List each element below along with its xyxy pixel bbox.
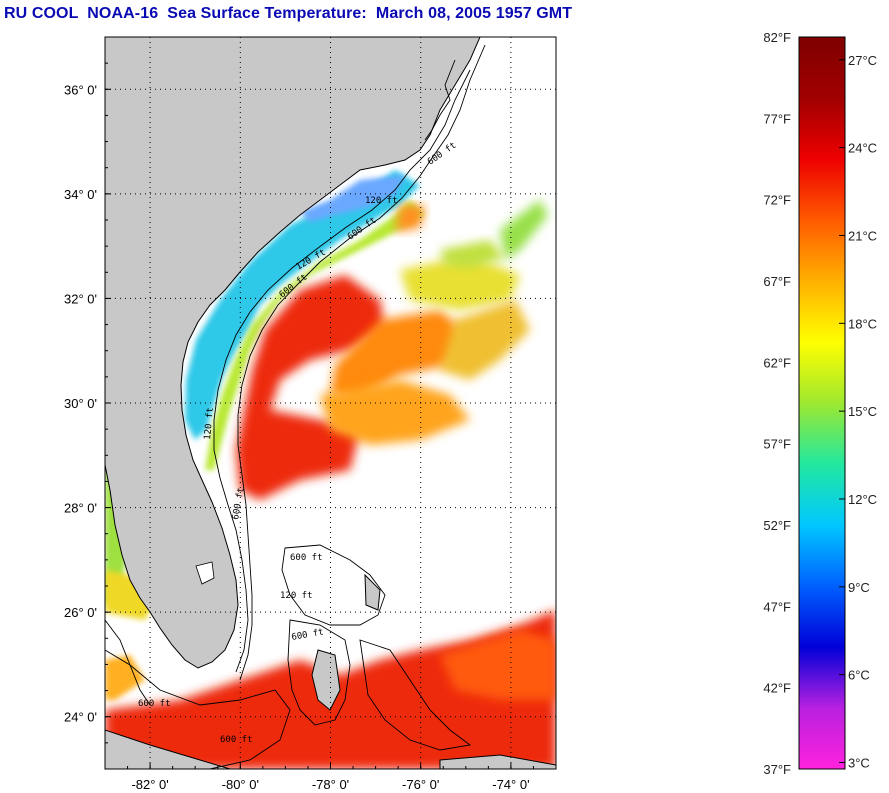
colorbar-f-label: 62°F [763,355,791,370]
contour-label: 120 ft [280,591,313,601]
colorbar-c-label: 24°C [848,141,877,156]
bahamas-andros [311,649,341,711]
lat-tick-label: 28° 0' [64,501,97,516]
colorbar-c-label: 27°C [848,53,877,68]
lat-tick-label: 34° 0' [64,187,97,202]
isobath-carolina-sounds [424,59,456,141]
lon-tick-label: -74° 0' [492,777,529,792]
colorbar-f-label: 42°F [763,681,791,696]
lon-tick-label: -76° 0' [402,777,439,792]
isobath-keys [105,649,291,769]
gulf-west-orange [105,655,145,700]
colorbar-c-label: 9°C [848,580,870,595]
isobath-120ft [213,69,471,673]
warm-patch-north [395,205,425,232]
colorbar-c-label: 18°C [848,316,877,331]
lon-tick-label: -78° 0' [312,777,349,792]
colorbar-c-label: 15°C [848,404,877,419]
colorbar-f-label: 67°F [763,274,791,289]
colorbar-f-label: 52°F [763,518,791,533]
lon-tick-label: -80° 0' [222,777,259,792]
south-orange-patch [440,630,556,700]
map-title: RU COOL NOAA-16 Sea Surface Temperature:… [4,5,573,22]
offshore-green-1 [500,200,548,260]
contour-label: 600 ft [290,553,323,563]
gulf-coast-land [105,729,231,769]
colorbar-celsius-labels: 27°C 24°C 21°C 18°C 15°C 12°C 9°C 6°C 3°C [839,53,877,770]
isobath-florida-shelf-west [105,619,151,706]
contour-label: 600 ft [220,735,253,745]
us-coastline-land [105,37,481,669]
colorbar-f-label: 47°F [763,599,791,614]
colorbar-c-label: 12°C [848,492,877,507]
isobath-bahamas-1 [281,544,386,626]
gulf-stream-orange-2 [320,380,470,445]
offshore-yellow-2 [440,300,530,380]
latitude-ticks: 36° 0' 34° 0' 32° 0' 30° 0' 28° 0' 26° 0' 24° … [64,36,111,770]
colorbar-c-label: 21°C [848,228,877,243]
shelf-cold-band [185,170,420,440]
shelf-blue-patch [300,175,405,222]
bahamas-cuba-edge [439,754,556,769]
lat-tick-label: 24° 0' [64,710,97,725]
offshore-green-2 [440,240,505,268]
gulf-stream-orange-1 [330,310,470,400]
offshore-yellow-1 [400,255,520,310]
gulf-stream-core [236,275,385,500]
colorbar-f-label: 57°F [763,437,791,452]
lake-okeechobee [195,561,215,585]
gridlines [105,37,556,769]
map-area: 600 ft 120 ft 600 ft 120 ft 600 ft 600 f… [105,37,556,769]
isobath-contours [105,44,486,769]
lat-tick-label: 36° 0' [64,82,97,97]
contour-label: 120 ft [365,196,398,206]
bahamas-eleuthera [364,573,381,611]
colorbar-c-label: 6°C [848,668,870,683]
colorbar-f-label: 77°F [763,111,791,126]
lat-tick-label: 26° 0' [64,605,97,620]
longitude-ticks: -82° 0' -80° 0' -78° 0' -76° 0' -74° 0' [104,763,557,792]
lon-tick-label: -82° 0' [131,777,168,792]
lat-tick-label: 30° 0' [64,396,97,411]
colorbar-c-label: 3°C [848,755,870,770]
isobath-600ft [237,44,486,681]
isobath-bahamas-2 [287,619,351,726]
contour-label: 600 ft [138,699,171,709]
colorbar-gradient [798,36,846,770]
colorbar-f-label: 37°F [763,762,791,777]
isobath-bahamas-3 [359,639,472,751]
contour-label: 120 ft [203,407,216,440]
lat-tick-label: 32° 0' [64,291,97,306]
land-layer [105,37,556,769]
colorbar-fahrenheit-labels: 82°F 77°F 72°F 67°F 62°F 57°F 52°F 47°F 42°F 37°F [763,30,791,777]
colorbar-f-label: 72°F [763,193,791,208]
gulf-west-yellow [105,570,155,620]
colorbar-f-label: 82°F [763,30,791,45]
